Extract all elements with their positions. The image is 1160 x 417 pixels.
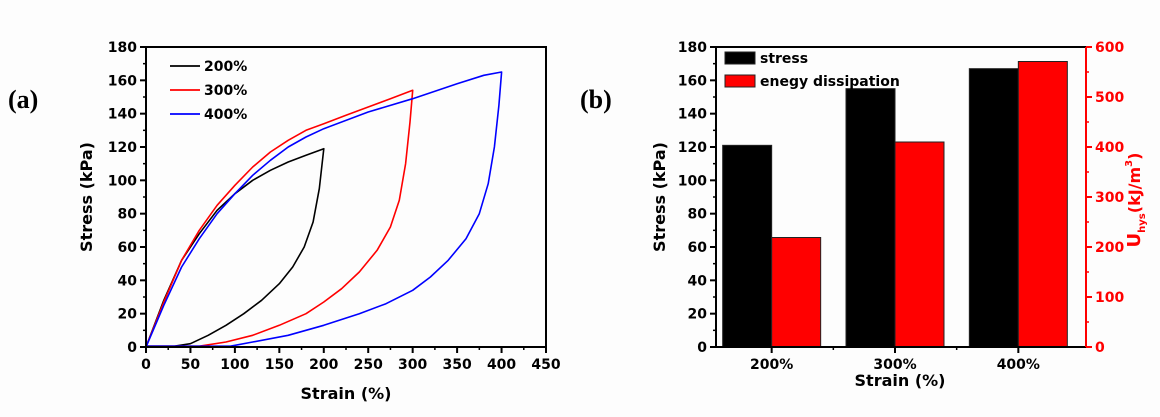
panel-b-legend: stress enegy dissipation bbox=[724, 51, 900, 90]
panel-b-left-y-ticks: 0 20 40 60 80 100 120 140 160 180 bbox=[678, 40, 716, 356]
y2-title-close: ) bbox=[1125, 153, 1144, 160]
y-tick-label: 100 bbox=[678, 173, 707, 189]
panel-b-right-y-ticks: 0 100 200 300 400 500 600 bbox=[1086, 40, 1124, 356]
legend-label: enegy dissipation bbox=[760, 74, 900, 90]
legend-label: stress bbox=[760, 51, 808, 67]
hysteresis-line-300pct bbox=[145, 89, 414, 348]
y-tick-label: 120 bbox=[678, 140, 707, 156]
y2-tick-label: 0 bbox=[1095, 340, 1105, 356]
hysteresis-line-200pct bbox=[145, 147, 325, 348]
y-tick-label: 100 bbox=[108, 173, 137, 189]
y-tick-label: 180 bbox=[108, 40, 137, 56]
bar-stress-200pct bbox=[722, 144, 773, 348]
panel-b-x-ticks: 200% 300% 400% bbox=[750, 347, 1040, 373]
x-tick-label: 400 bbox=[487, 357, 516, 373]
x-tick-label: 50 bbox=[181, 357, 201, 373]
y-tick-label: 180 bbox=[678, 40, 707, 56]
y-tick-label: 140 bbox=[678, 107, 707, 123]
y2-title-sup: 3 bbox=[1124, 160, 1135, 167]
bar-energy-200pct bbox=[771, 237, 822, 348]
y-tick-label: 80 bbox=[688, 207, 708, 223]
y2-title-unit: (kJ/m bbox=[1125, 167, 1144, 213]
x-tick-label: 250 bbox=[354, 357, 383, 373]
legend-swatch-stress bbox=[724, 51, 756, 65]
bar-energy-400pct bbox=[1017, 61, 1068, 348]
panel-a-x-ticks: 0 50 100 150 200 250 300 350 400 450 bbox=[141, 347, 561, 373]
panel-a: (a) 0 20 40 60 80 100 120 140 160 180 0 50 100 150 20… bbox=[8, 40, 561, 403]
x-tick-label: 200 bbox=[309, 357, 338, 373]
panel-b-bars bbox=[722, 61, 1068, 348]
hysteresis-line-400pct bbox=[145, 71, 503, 348]
y-tick-label: 160 bbox=[108, 73, 137, 89]
x-tick-label: 200% bbox=[750, 357, 793, 373]
panel-a-lines bbox=[145, 71, 503, 348]
y-tick-label: 120 bbox=[108, 140, 137, 156]
panel-b-y2-axis-title: Uhys(kJ/m3) bbox=[1124, 153, 1148, 248]
legend-label: 400% bbox=[204, 107, 247, 123]
legend-label: 200% bbox=[204, 59, 247, 75]
y-tick-label: 60 bbox=[118, 240, 138, 256]
y2-tick-label: 400 bbox=[1095, 140, 1124, 156]
panel-b-label: (b) bbox=[580, 85, 612, 114]
x-tick-label: 0 bbox=[141, 357, 151, 373]
panel-b: (b) 0 20 40 60 80 100 120 140 160 180 0 100 200 300 4… bbox=[580, 40, 1148, 390]
bar-energy-300pct bbox=[894, 141, 945, 348]
panel-a-y-ticks: 0 20 40 60 80 100 120 140 160 180 bbox=[108, 40, 146, 356]
y2-tick-label: 600 bbox=[1095, 40, 1124, 56]
panel-a-y-axis-title: Stress (kPa) bbox=[77, 142, 96, 252]
y-tick-label: 60 bbox=[688, 240, 708, 256]
panel-a-legend: 200% 300% 400% bbox=[170, 59, 247, 123]
y-tick-label: 0 bbox=[127, 340, 137, 356]
y-tick-label: 80 bbox=[118, 207, 138, 223]
x-tick-label: 300% bbox=[873, 357, 916, 373]
x-tick-label: 150 bbox=[265, 357, 294, 373]
y-tick-label: 40 bbox=[118, 273, 138, 289]
y2-tick-label: 100 bbox=[1095, 290, 1124, 306]
panel-b-x-axis-title: Strain (%) bbox=[855, 371, 946, 390]
y-tick-label: 20 bbox=[688, 307, 708, 323]
legend-swatch-energy bbox=[724, 74, 756, 88]
bar-stress-300pct bbox=[845, 88, 896, 348]
panel-b-y-axis-title: Stress (kPa) bbox=[650, 142, 669, 252]
y-tick-label: 20 bbox=[118, 307, 138, 323]
y2-title-main: U bbox=[1124, 233, 1145, 248]
y2-title-sub: hys bbox=[1137, 213, 1148, 233]
y2-tick-label: 200 bbox=[1095, 240, 1124, 256]
legend-label: 300% bbox=[204, 83, 247, 99]
panel-a-label: (a) bbox=[8, 85, 38, 114]
y-tick-label: 40 bbox=[688, 273, 708, 289]
y-tick-label: 0 bbox=[697, 340, 707, 356]
y2-tick-label: 300 bbox=[1095, 190, 1124, 206]
y-tick-label: 160 bbox=[678, 73, 707, 89]
x-tick-label: 100 bbox=[220, 357, 249, 373]
x-tick-label: 450 bbox=[531, 357, 560, 373]
x-tick-label: 300 bbox=[398, 357, 427, 373]
x-tick-label: 400% bbox=[997, 357, 1040, 373]
bar-stress-400pct bbox=[968, 68, 1019, 348]
y-tick-label: 140 bbox=[108, 107, 137, 123]
panel-a-x-axis-title: Strain (%) bbox=[301, 384, 392, 403]
x-tick-label: 350 bbox=[442, 357, 471, 373]
y2-tick-label: 500 bbox=[1095, 90, 1124, 106]
